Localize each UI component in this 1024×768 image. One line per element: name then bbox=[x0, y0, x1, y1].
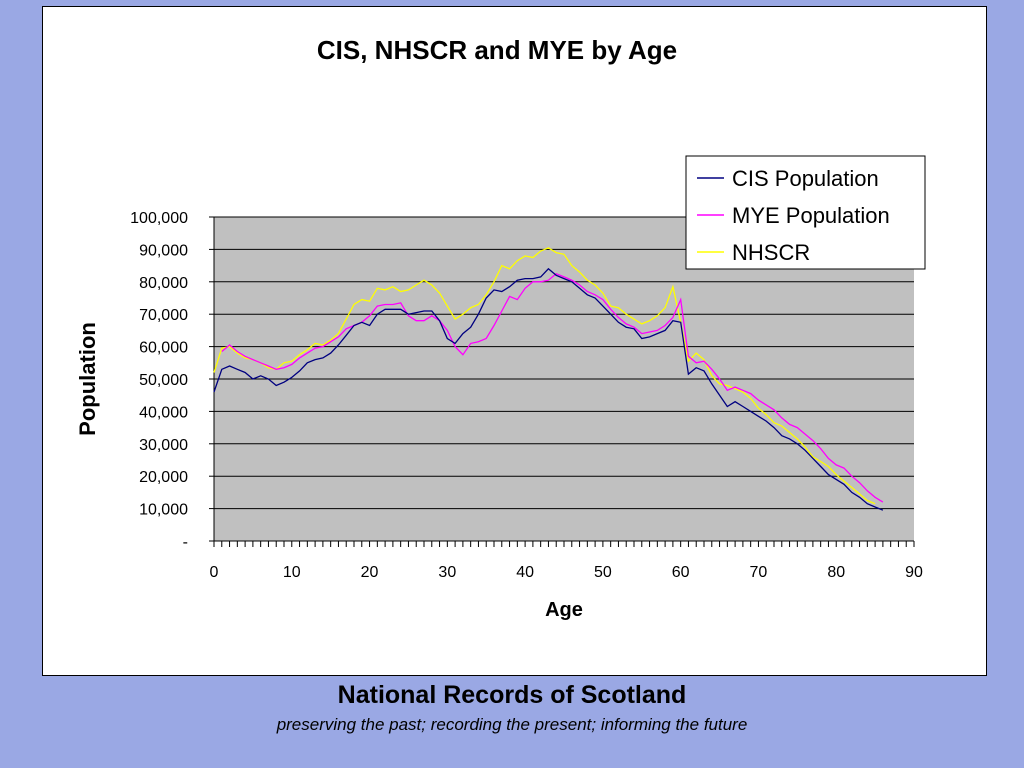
legend-entry: MYE Population bbox=[732, 203, 890, 228]
legend-entry: CIS Population bbox=[732, 166, 879, 191]
footer-tagline: preserving the past; recording the prese… bbox=[276, 715, 748, 734]
y-tick-label: 20,000 bbox=[139, 469, 188, 486]
y-axis-label: Population bbox=[75, 322, 100, 436]
x-axis-label: Age bbox=[545, 599, 583, 621]
y-tick-label: 40,000 bbox=[139, 404, 188, 421]
y-tick-label: 90,000 bbox=[139, 242, 188, 259]
y-tick-label: 80,000 bbox=[139, 275, 188, 292]
y-tick-label: 60,000 bbox=[139, 340, 188, 357]
series-line-nhscr bbox=[213, 247, 876, 505]
x-tick-label: 40 bbox=[516, 564, 534, 581]
y-tick-label: - bbox=[183, 534, 188, 551]
x-tick-label: 10 bbox=[283, 564, 301, 581]
legend-entry: NHSCR bbox=[732, 240, 810, 265]
slide-frame: CIS, NHSCR and MYE by Age - 10,000 20,000 30… bbox=[42, 6, 987, 676]
y-tick-label: 50,000 bbox=[139, 372, 188, 389]
x-tick-label: 80 bbox=[827, 564, 845, 581]
legend bbox=[685, 155, 926, 270]
series-line-cis-population bbox=[213, 267, 884, 511]
y-tick-label: 100,000 bbox=[130, 210, 188, 227]
chart-title: CIS, NHSCR and MYE by Age bbox=[317, 35, 677, 65]
x-tick-label: 70 bbox=[750, 564, 768, 581]
x-tick-label: 60 bbox=[672, 564, 690, 581]
series-line-mye-population bbox=[221, 272, 884, 503]
chart: CIS, NHSCR and MYE by Age - 10,000 20,000 30… bbox=[75, 35, 926, 621]
y-tick-label: 10,000 bbox=[139, 502, 188, 519]
x-tick-label: 90 bbox=[905, 564, 923, 581]
x-tick-label: 30 bbox=[438, 564, 456, 581]
y-tick-label: 70,000 bbox=[139, 307, 188, 324]
y-tick-label: 30,000 bbox=[139, 437, 188, 454]
footer-title: National Records of Scotland bbox=[337, 681, 687, 709]
x-tick-label: 0 bbox=[210, 564, 219, 581]
x-tick-label: 50 bbox=[594, 564, 612, 581]
x-tick-label: 20 bbox=[361, 564, 379, 581]
